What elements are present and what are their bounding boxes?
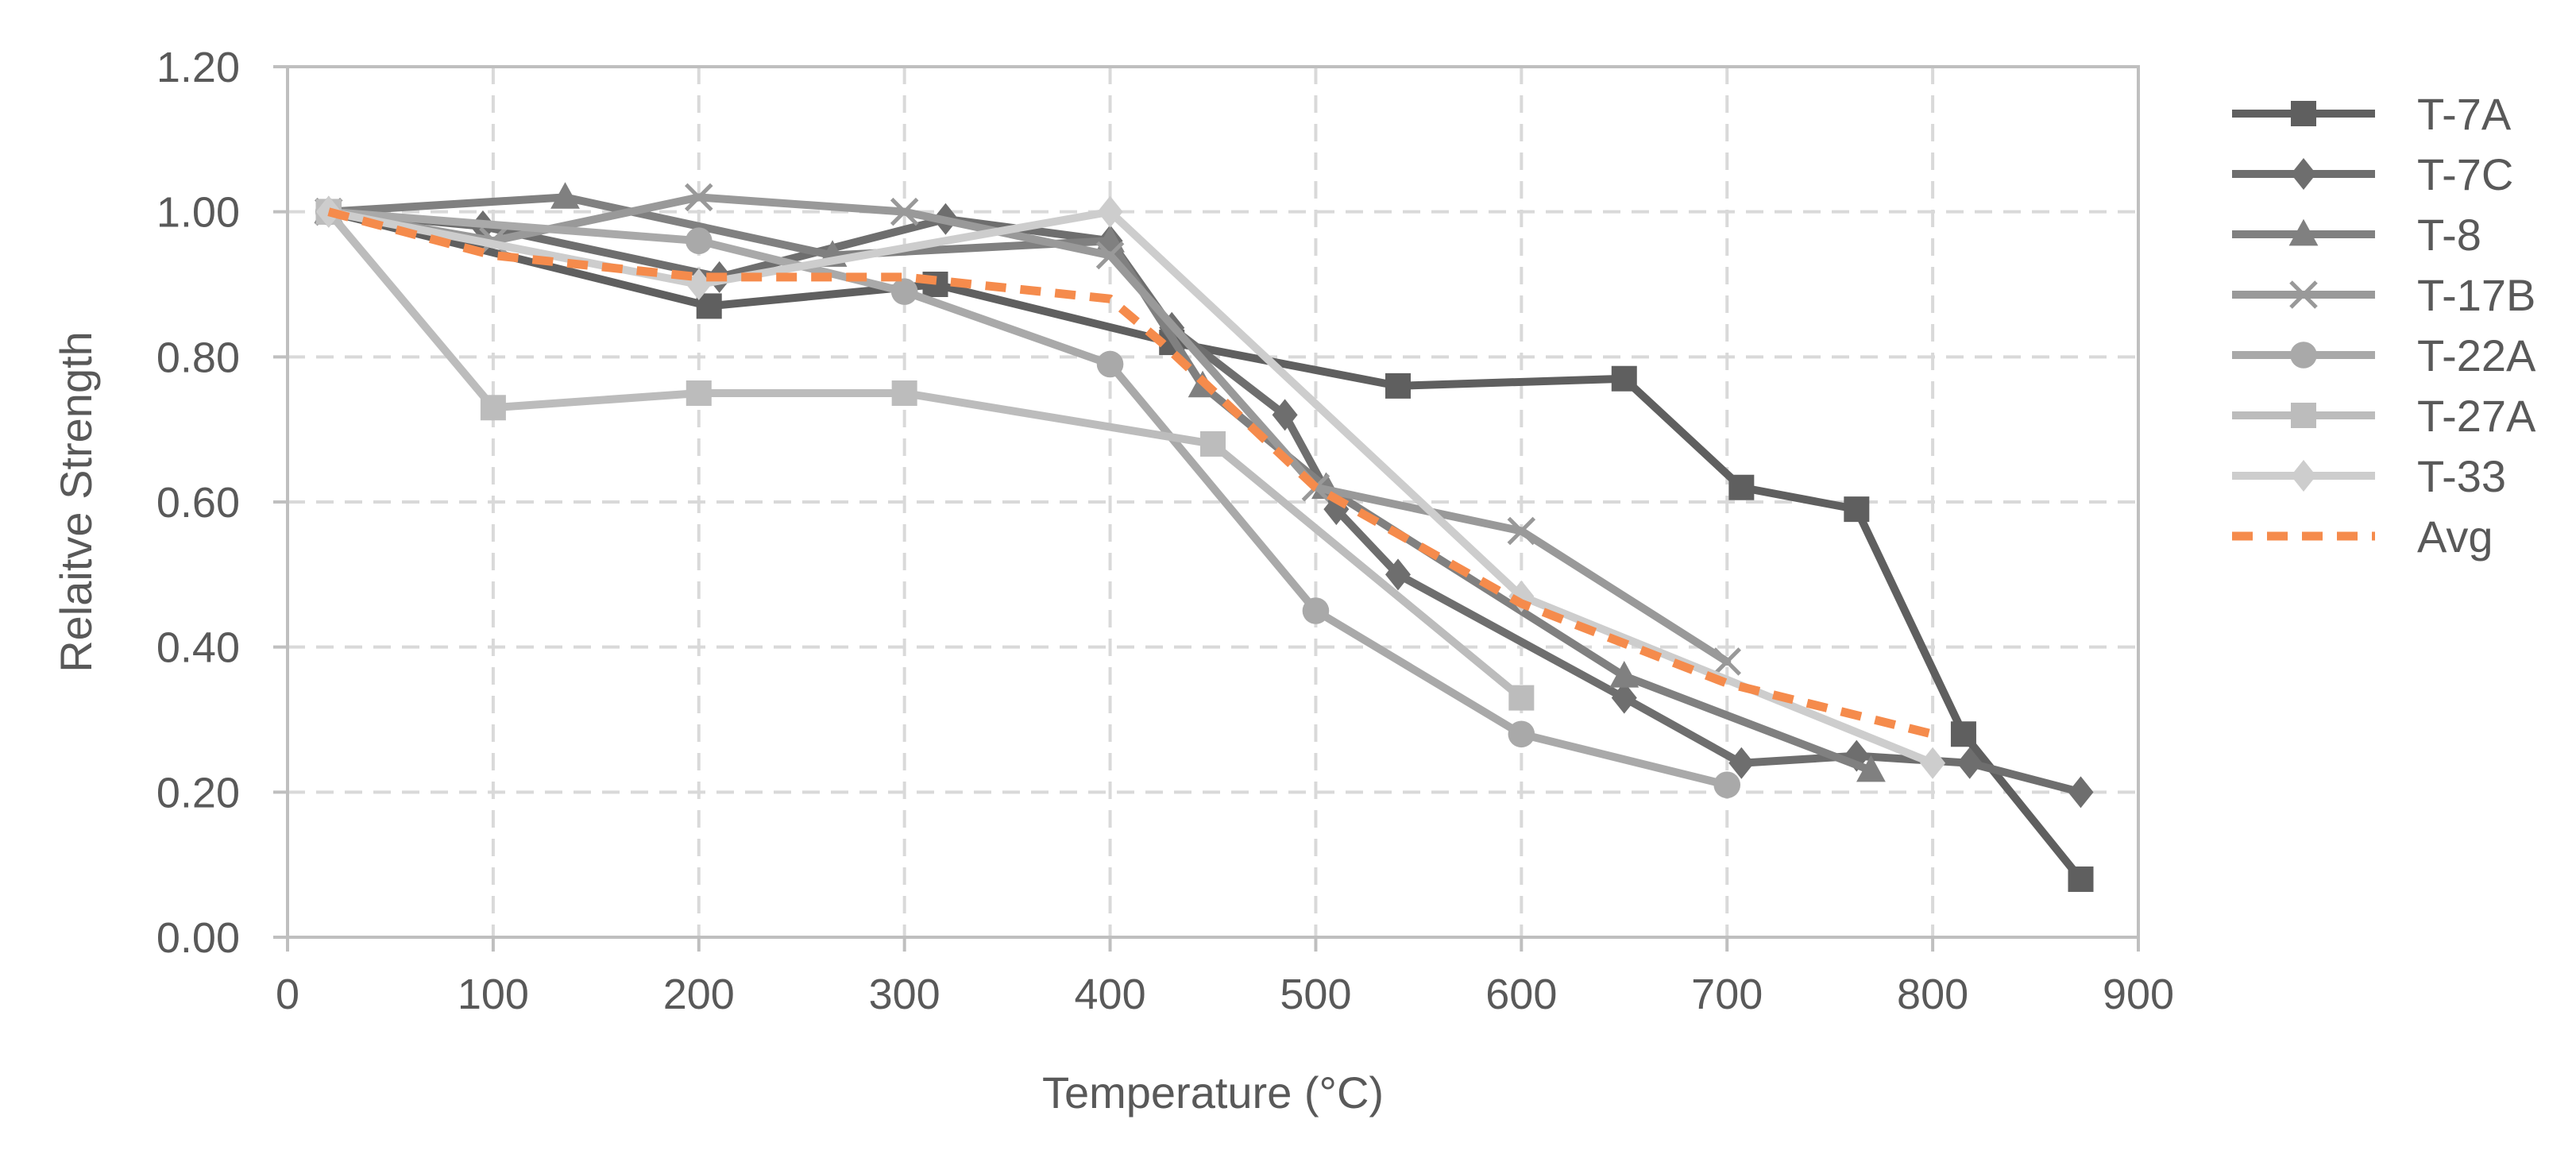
y-tick-label: 0.00 [156,914,240,962]
y-tick-label: 1.20 [156,44,240,91]
data-point [2068,866,2094,892]
data-point [1844,496,1870,523]
data-point [685,183,713,212]
data-point [1385,558,1411,591]
legend-swatch-marker [2288,218,2319,246]
legend-label: T-17B [2417,270,2535,320]
data-point [1713,647,1741,676]
legend-item-t-7c: T-7C [2232,149,2513,199]
legend-swatch-marker [2291,403,2316,428]
data-point [890,278,918,305]
data-point [1508,685,1535,711]
legend-label: T-8 [2417,210,2481,260]
series-line [324,207,1526,702]
x-tick-label: 800 [1897,971,1968,1018]
data-point [1611,365,1637,392]
data-point [891,380,917,406]
legend-item-t-27a: T-27A [2232,391,2536,441]
data-point [1728,474,1755,500]
legend-swatch-marker [2289,280,2318,309]
legend-swatch-marker [2291,158,2316,190]
data-point [1920,747,1946,779]
series-line [324,207,1937,767]
legend: T-7A T-7C T-8 T-17B T-22A T-27A T-33 Avg [2232,89,2536,562]
legend-item-t-17b: T-17B [2232,270,2535,320]
data-point [686,268,712,300]
legend-swatch-marker [2291,101,2316,126]
legend-swatch-marker [2291,460,2316,492]
data-point [686,380,712,406]
data-point [1200,430,1226,457]
x-tick-label: 600 [1485,971,1557,1018]
series-line [327,207,1934,739]
y-tick-label: 0.20 [156,769,240,816]
legend-swatch-marker [2290,342,2317,369]
series-line [324,207,2085,883]
axes [273,65,2140,952]
series-layer [314,182,2094,892]
y-tick-labels: 0.00 0.20 0.40 0.60 0.80 1.00 1.20 [156,44,240,962]
legend-label: T-22A [2417,330,2536,380]
data-point [1609,661,1639,688]
data-point [1385,373,1411,399]
x-tick-label: 200 [663,971,735,1018]
data-point [1950,721,1976,747]
plot-frame [286,65,2140,939]
legend-label: Avg [2417,512,2493,562]
data-point [1728,747,1755,779]
x-tick-label: 400 [1075,971,1146,1018]
data-point [550,182,580,209]
y-tick-label: 0.40 [156,624,240,672]
series-line [324,193,1875,774]
x-tick-label: 700 [1691,971,1763,1018]
x-tick-label: 0 [276,971,299,1018]
series-avg [327,207,1934,739]
x-tick-label: 300 [869,971,940,1018]
y-axis-title: Relaitve Strength [51,331,101,673]
x-tick-label: 500 [1280,971,1351,1018]
data-point [1096,350,1124,378]
data-point [480,395,506,421]
y-tick-label: 0.60 [156,479,240,527]
x-tick-label: 100 [458,971,529,1018]
x-tick-labels: 0 100 200 300 400 500 600 700 800 900 [276,971,2174,1018]
x-tick-label: 900 [2103,971,2174,1018]
data-point [1302,597,1330,624]
legend-label: T-7A [2417,89,2512,139]
legend-item-t-7a: T-7A [2232,89,2512,139]
data-point [1095,241,1125,270]
data-point [1272,399,1298,431]
data-point [2068,776,2094,809]
y-tick-label: 1.00 [156,189,240,237]
data-point [1856,755,1886,782]
data-point [685,227,713,255]
legend-item-t-8: T-8 [2232,210,2481,260]
legend-item-t-33: T-33 [2232,451,2506,501]
data-point [1611,681,1637,714]
data-point [1097,195,1123,228]
legend-label: T-27A [2417,391,2536,441]
series-t-8 [314,182,1886,782]
legend-item-avg: Avg [2232,512,2493,562]
data-point [1508,720,1535,748]
data-point [1507,516,1536,546]
data-point [1713,771,1741,798]
x-axis-title: Temperature (°C) [1042,1067,1384,1118]
legend-label: T-33 [2417,451,2506,501]
legend-label: T-7C [2417,149,2513,199]
legend-item-t-22a: T-22A [2232,330,2536,380]
data-point [1956,747,1983,779]
data-point [890,197,919,226]
y-tick-label: 0.80 [156,334,240,381]
